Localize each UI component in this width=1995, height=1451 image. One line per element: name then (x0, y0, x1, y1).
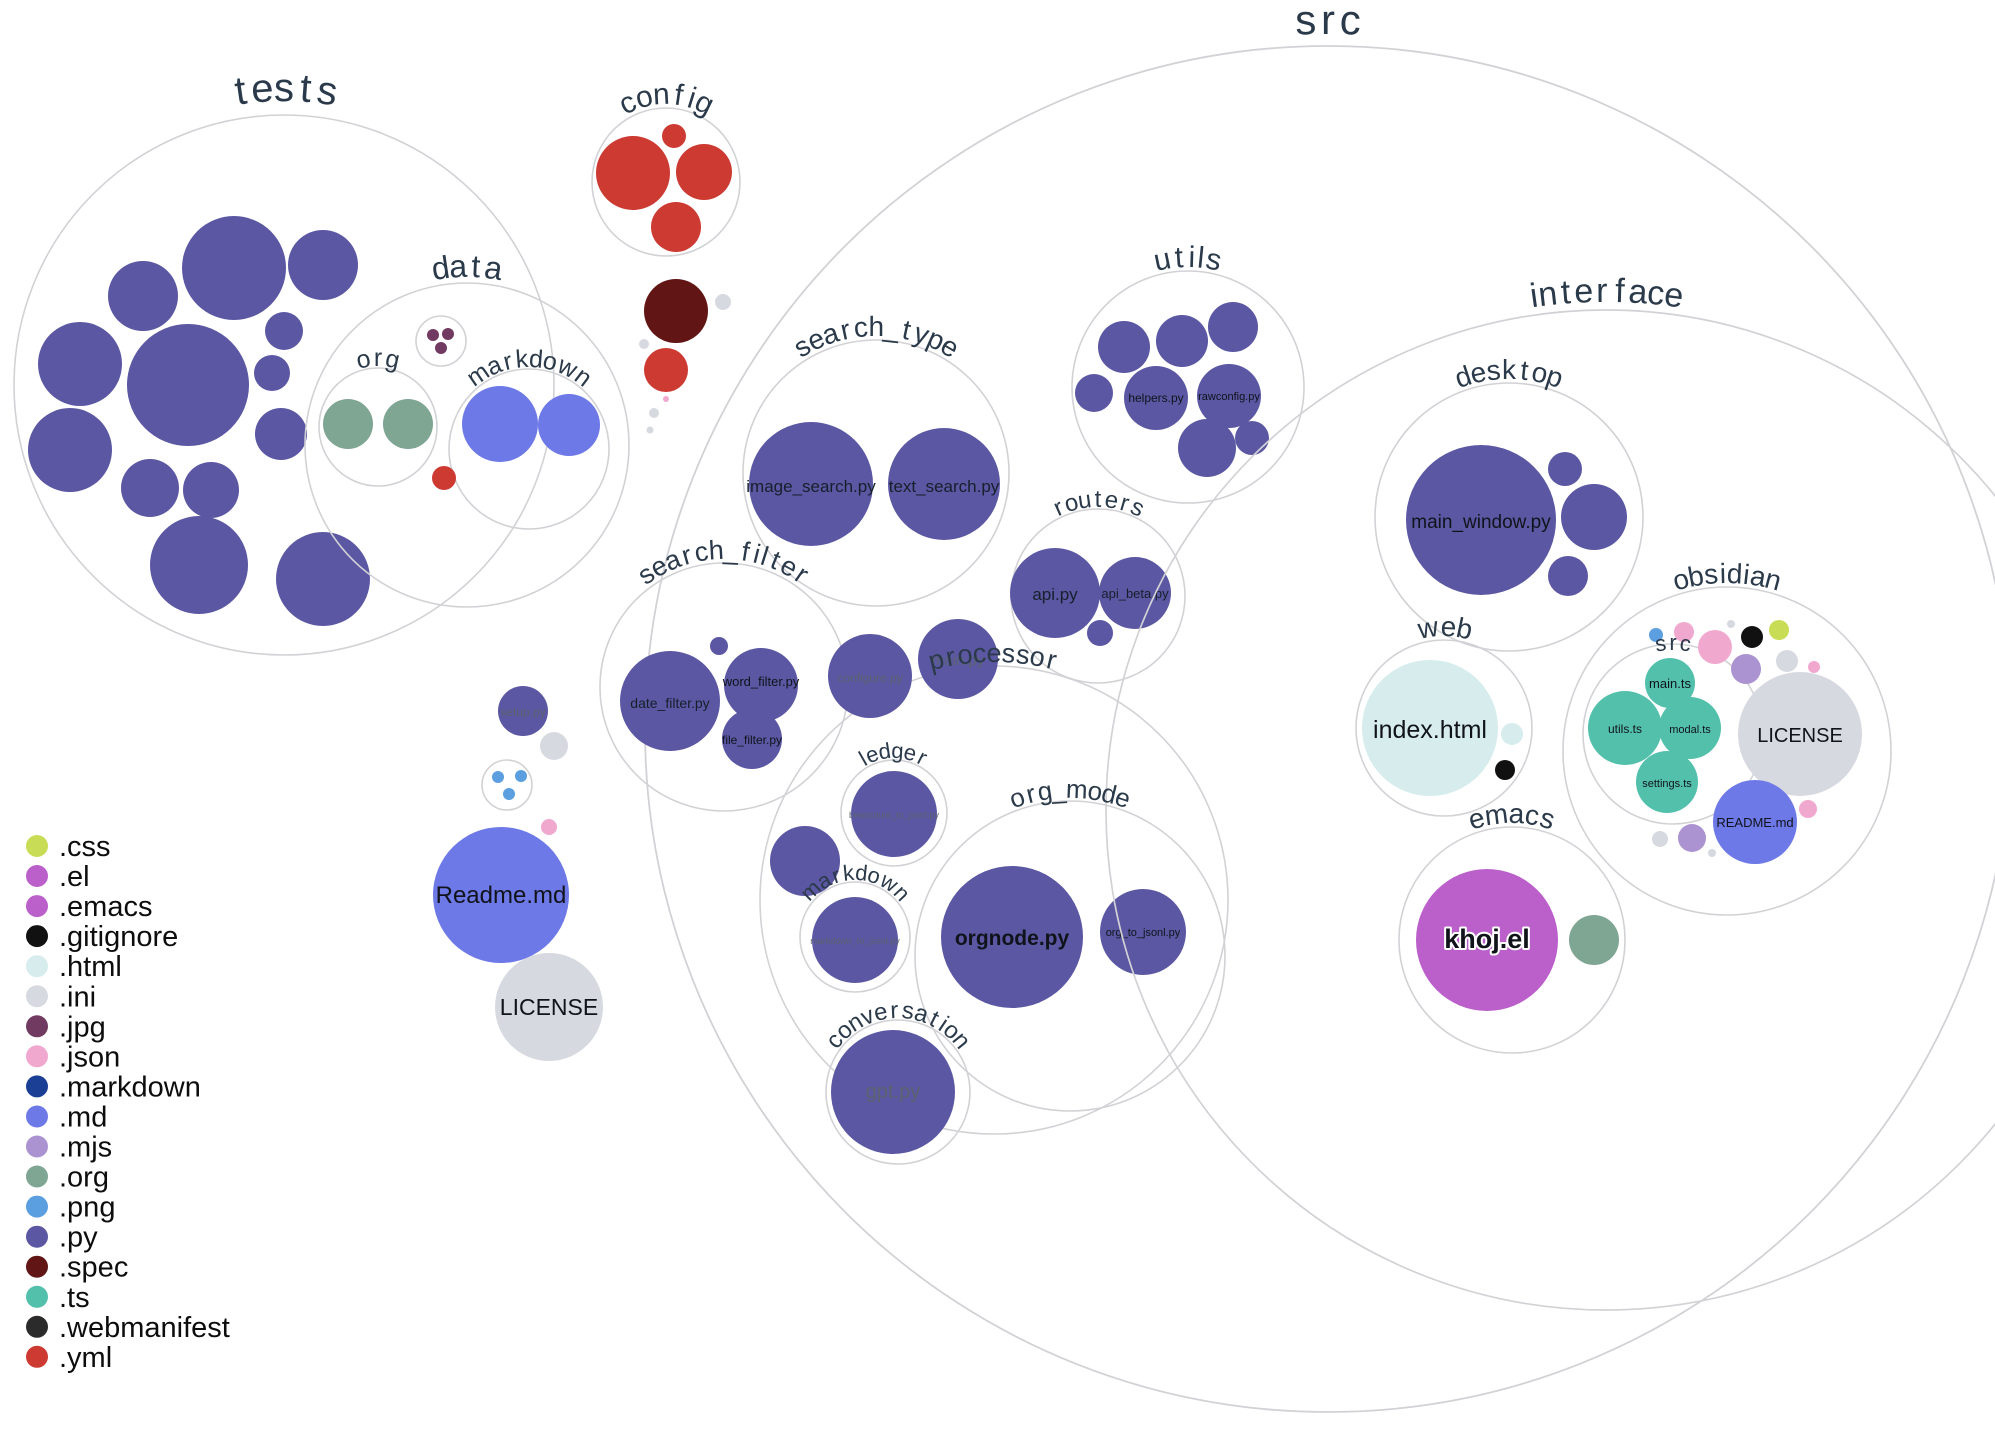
svg-text:.ts: .ts (59, 1282, 90, 1314)
svg-text:khoj.el: khoj.el (1444, 924, 1530, 954)
svg-text:.mjs: .mjs (59, 1132, 112, 1164)
svg-text:LICENSE: LICENSE (500, 994, 598, 1020)
svg-text:image_search.py: image_search.py (746, 477, 876, 496)
svg-text:LICENSE: LICENSE (1757, 725, 1843, 747)
svg-text:a: a (448, 248, 468, 285)
svg-text:s: s (1294, 0, 1316, 44)
svg-text:api_beta.py: api_beta.py (1101, 586, 1169, 601)
svg-text:c: c (972, 638, 987, 669)
svg-text:main_window.py: main_window.py (1411, 512, 1551, 533)
svg-text:e: e (250, 66, 275, 112)
svg-text:.emacs: .emacs (59, 891, 152, 923)
svg-text:.py: .py (59, 1222, 98, 1254)
svg-text:.md: .md (59, 1101, 107, 1133)
svg-text:helpers.py: helpers.py (1128, 391, 1183, 405)
svg-text:.gitignore: .gitignore (59, 921, 178, 953)
svg-text:index.html: index.html (1373, 716, 1487, 744)
svg-text:n: n (652, 78, 670, 112)
svg-text:date_filter.py: date_filter.py (630, 695, 709, 711)
svg-text:org_to_jsonl.py: org_to_jsonl.py (1106, 927, 1181, 939)
svg-text:r: r (1321, 0, 1335, 43)
svg-text:setup.py: setup.py (500, 705, 545, 719)
svg-text:i: i (1719, 558, 1726, 589)
svg-text:k: k (1502, 354, 1517, 385)
svg-text:markdown_to_jsonl.py: markdown_to_jsonl.py (810, 936, 900, 946)
svg-text:beancount_to_jsonl.py: beancount_to_jsonl.py (849, 810, 940, 820)
svg-text:s: s (1703, 558, 1720, 590)
svg-text:f: f (1615, 272, 1626, 310)
svg-text:.org: .org (59, 1162, 109, 1194)
svg-text:r: r (890, 997, 899, 1024)
svg-text:e: e (986, 638, 1001, 668)
svg-text:s: s (1001, 638, 1016, 669)
svg-text:.jpg: .jpg (59, 1011, 106, 1043)
svg-text:api.py: api.py (1032, 585, 1078, 604)
svg-text:.markdown: .markdown (59, 1071, 201, 1103)
svg-text:i: i (1188, 241, 1196, 274)
svg-text:modal.ts: modal.ts (1669, 724, 1711, 736)
svg-text:c: c (1339, 0, 1361, 44)
svg-text:.webmanifest: .webmanifest (59, 1312, 230, 1344)
svg-text:d: d (1726, 558, 1743, 590)
svg-text:t: t (1095, 486, 1102, 513)
svg-text:.el: .el (59, 861, 90, 893)
svg-text:s: s (274, 66, 294, 110)
svg-text:settings.ts: settings.ts (1642, 778, 1692, 790)
svg-text:r: r (1669, 630, 1676, 655)
svg-text:.yml: .yml (59, 1342, 112, 1374)
svg-text:rawconfig.py: rawconfig.py (1198, 391, 1260, 403)
svg-text:utils.ts: utils.ts (1608, 722, 1642, 736)
svg-text:file_filter.py: file_filter.py (722, 733, 782, 747)
svg-text:m: m (1483, 798, 1510, 832)
svg-text:gpt.py: gpt.py (866, 1081, 920, 1103)
svg-text:.png: .png (59, 1192, 115, 1224)
svg-text:_: _ (722, 535, 740, 566)
svg-text:configure.py: configure.py (837, 671, 902, 685)
svg-text:text_search.py: text_search.py (889, 477, 1000, 496)
svg-text:README.md: README.md (1716, 815, 1793, 830)
svg-text:Readme.md: Readme.md (436, 882, 567, 909)
svg-text:.ini: .ini (59, 981, 96, 1013)
svg-text:orgnode.py: orgnode.py (955, 927, 1070, 950)
svg-text:.spec: .spec (59, 1252, 128, 1284)
svg-text:.json: .json (59, 1041, 120, 1073)
svg-text:.css: .css (59, 831, 111, 863)
svg-text:word_filter.py: word_filter.py (722, 674, 800, 689)
svg-text:main.ts: main.ts (1649, 676, 1691, 691)
svg-text:r: r (374, 344, 382, 372)
svg-text:m: m (1065, 774, 1088, 805)
svg-text:r: r (1596, 272, 1608, 310)
svg-text:.html: .html (59, 951, 122, 983)
svg-text:e: e (1574, 272, 1595, 311)
